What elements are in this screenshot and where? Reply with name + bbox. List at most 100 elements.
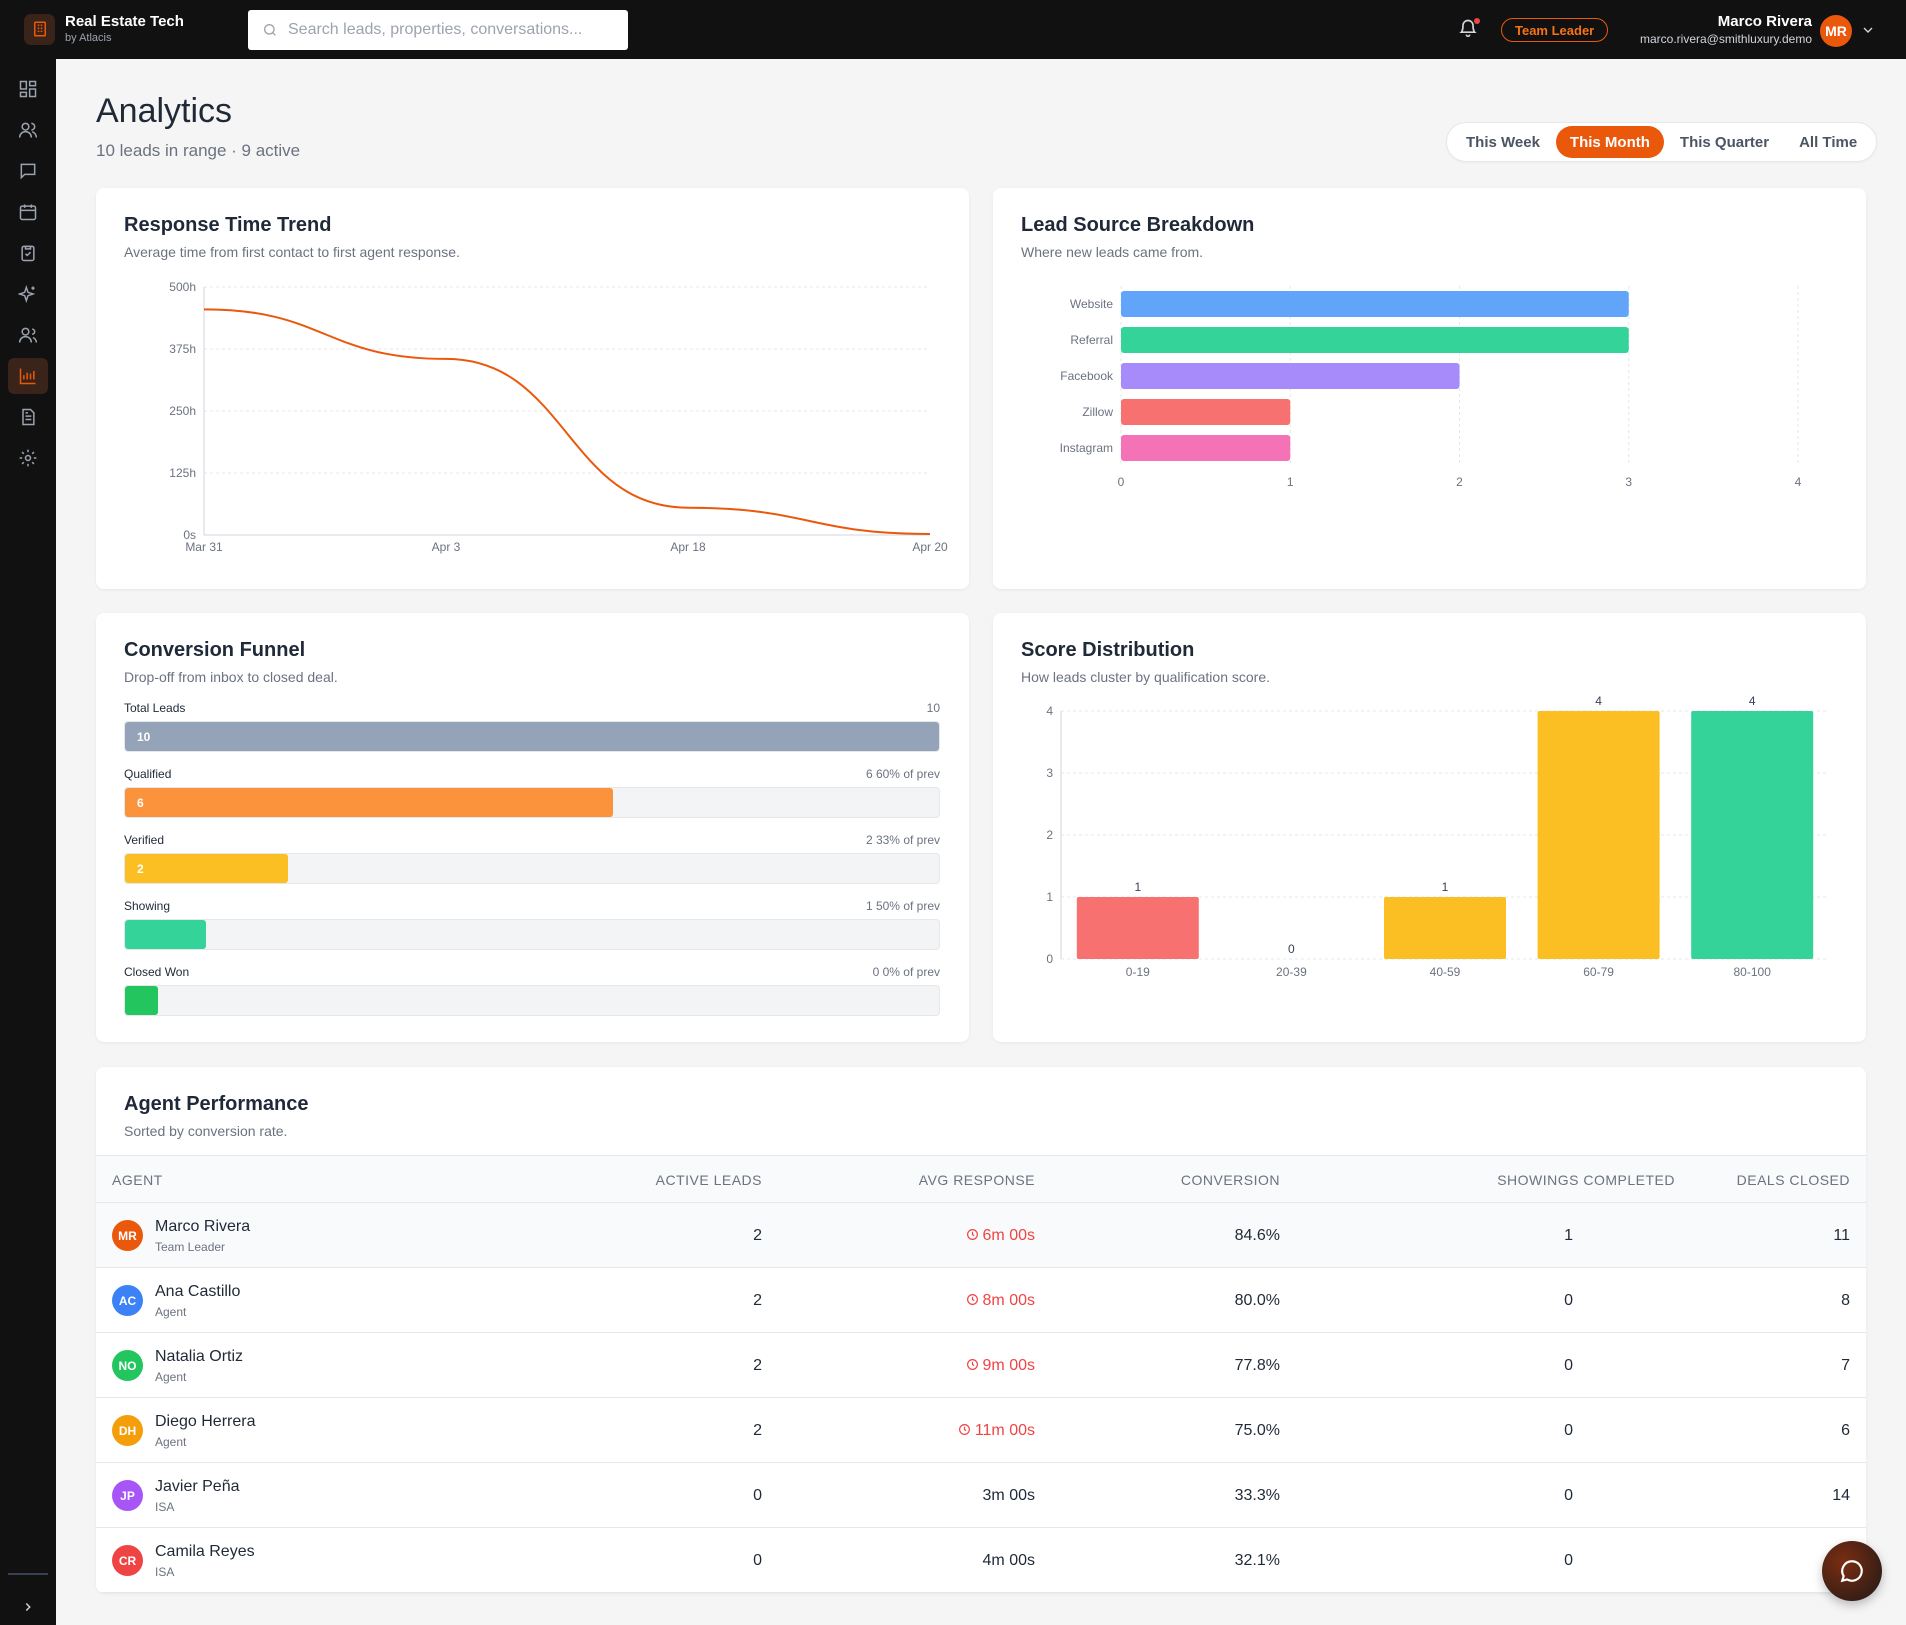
user-avatar[interactable]: MR (1820, 15, 1852, 47)
table-row[interactable]: MR Marco Rivera Team Leader 2 6m 00s 84.6% 1 11 (96, 1203, 1866, 1268)
avg-response-cell: 9m 00s (966, 1333, 1035, 1398)
bar-instagram (1121, 435, 1291, 461)
x-tick-label: Apr 3 (432, 540, 461, 554)
funnel-bar (125, 920, 207, 949)
chevron-down-icon[interactable] (1860, 22, 1876, 38)
page-title: Analytics (96, 92, 233, 130)
brand[interactable]: Real Estate Tech by Atlacis (24, 13, 184, 45)
table-row[interactable]: CR Camila Reyes ISA 0 4m 00s 32.1% 0 (96, 1528, 1866, 1593)
notification-dot (1474, 18, 1480, 24)
y-tick-label: 125h (169, 466, 196, 480)
nav-dashboard[interactable] (8, 71, 48, 107)
sparkles-icon (18, 284, 36, 304)
funnel-stage-label: Showing (124, 899, 171, 913)
agent-role: Team Leader (155, 1240, 226, 1254)
column-header-deals[interactable]: DEALS CLOSED (1736, 1172, 1850, 1188)
tab-this-quarter[interactable]: This Quarter (1679, 133, 1770, 151)
card-subtitle: How leads cluster by qualification score… (1021, 669, 1271, 685)
agent-role: ISA (155, 1500, 175, 1514)
bar-40-59 (1384, 897, 1506, 959)
user-email: marco.rivera@smithluxury.demo (1639, 32, 1812, 46)
conversion-cell: 75.0% (1234, 1422, 1280, 1439)
table-row[interactable]: NO Natalia Ortiz Agent 2 9m 00s 77.8% 0 7 (96, 1333, 1866, 1398)
lead-source-chart: 0 1 2 3 4 Website Referral Facebook Zillow Instag… (1060, 286, 1802, 489)
funnel-stage-meta: 6 60% of prev (865, 767, 940, 781)
role-badge: Team Leader (1501, 18, 1609, 42)
clipboard-check-icon (21, 245, 35, 262)
nav-team[interactable] (8, 317, 48, 353)
showings-cell: 1 (1564, 1227, 1573, 1244)
nav-settings[interactable] (8, 440, 48, 476)
chat-icon (20, 163, 36, 180)
tab-this-week[interactable]: This Week (1466, 133, 1540, 151)
active-leads-cell: 0 (753, 1552, 762, 1569)
column-header-showings[interactable]: SHOWINGS COMPLETED (1497, 1172, 1675, 1188)
y-tick-label: 4 (1046, 704, 1053, 718)
clock-alert-icon (966, 1229, 978, 1240)
agent-name: Ana Castillo (155, 1283, 241, 1300)
sidebar-divider (8, 1573, 48, 1575)
showings-cell: 0 (1564, 1487, 1573, 1504)
category-label: Zillow (1082, 405, 1113, 419)
funnel-track (124, 985, 940, 1016)
nav-conversations[interactable] (8, 153, 48, 189)
avatar: DH (112, 1415, 143, 1446)
x-tick-label: 2 (1456, 475, 1463, 489)
column-header-avg-response[interactable]: AVG RESPONSE (918, 1172, 1035, 1188)
table-row[interactable]: AC Ana Castillo Agent 2 8m 00s 80.0% 0 8 (96, 1268, 1866, 1333)
app-title: Real Estate Tech (65, 13, 184, 30)
nav-calendar[interactable] (8, 194, 48, 230)
search-input[interactable] (288, 21, 608, 39)
document-icon (22, 408, 35, 426)
conversion-cell: 80.0% (1234, 1292, 1280, 1309)
y-tick-label: 0s (183, 528, 196, 542)
nav-leads[interactable] (8, 112, 48, 148)
active-leads-cell: 2 (753, 1292, 762, 1309)
settings-icon (19, 449, 37, 467)
chat-bubble-icon (1840, 1560, 1863, 1583)
active-leads-cell: 2 (753, 1422, 762, 1439)
data-label: 4 (1595, 694, 1602, 708)
notifications-bell-icon[interactable] (1458, 18, 1480, 40)
funnel-stage-label: Total Leads (124, 701, 186, 715)
building-icon (24, 13, 55, 45)
nav-tasks[interactable] (8, 235, 48, 271)
chat-launcher-button[interactable] (1822, 1541, 1882, 1601)
response-time-chart: 0s 125h 250h 375h 500h Mar 31 Apr 3 Apr 18 Apr 2… (169, 280, 948, 554)
search-box[interactable] (248, 10, 628, 50)
nav-documents[interactable] (8, 399, 48, 435)
funnel-stage-label: Qualified (124, 767, 172, 781)
funnel-stage-meta: 0 0% of prev (872, 965, 940, 979)
conversion-cell: 33.3% (1234, 1487, 1280, 1504)
column-header-active-leads[interactable]: ACTIVE LEADS (655, 1172, 762, 1188)
showings-cell: 0 (1564, 1357, 1573, 1374)
x-tick-label: 3 (1625, 475, 1632, 489)
column-header-conversion[interactable]: CONVERSION (1180, 1172, 1280, 1188)
y-tick-label: 250h (169, 404, 196, 418)
avg-response-value: 6m 00s (982, 1227, 1035, 1244)
table-row[interactable]: JP Javier Peña ISA 0 3m 00s 33.3% 0 14 (96, 1463, 1866, 1528)
table-row[interactable]: DH Diego Herrera Agent 2 11m 00s 75.0% 0 6 (96, 1398, 1866, 1463)
category-label: Referral (1070, 333, 1113, 347)
funnel-stage-meta: 2 33% of prev (865, 833, 940, 847)
card-title: Lead Source Breakdown (1021, 214, 1255, 236)
tab-all-time[interactable]: All Time (1799, 133, 1858, 151)
card-title: Response Time Trend (124, 214, 332, 236)
bar-referral (1121, 327, 1629, 353)
chevron-right-icon[interactable] (16, 1595, 40, 1619)
avg-response-cell: 4m 00s (983, 1528, 1035, 1593)
card-subtitle: Sorted by conversion rate. (124, 1123, 288, 1139)
lead-source-card: Lead Source Breakdown Where new leads ca… (993, 188, 1866, 589)
conversion-funnel-card: Conversion Funnel Drop-off from inbox to… (96, 613, 969, 1042)
column-header-agent[interactable]: AGENT (112, 1172, 163, 1188)
nav-analytics[interactable] (8, 358, 48, 394)
agent-role: Agent (155, 1435, 187, 1449)
y-tick-label: 375h (169, 342, 196, 356)
user-info[interactable]: Marco Rivera marco.rivera@smithluxury.de… (1640, 13, 1812, 47)
nav-ai[interactable] (8, 276, 48, 312)
table-header: AGENT ACTIVE LEADS AVG RESPONSE CONVERSI… (96, 1155, 1866, 1203)
score-distribution-card: Score Distribution How leads cluster by … (993, 613, 1866, 1042)
tab-this-month[interactable]: This Month (1555, 126, 1664, 158)
card-subtitle: Drop-off from inbox to closed deal. (124, 669, 338, 685)
funnel-track: 2 (124, 853, 940, 884)
